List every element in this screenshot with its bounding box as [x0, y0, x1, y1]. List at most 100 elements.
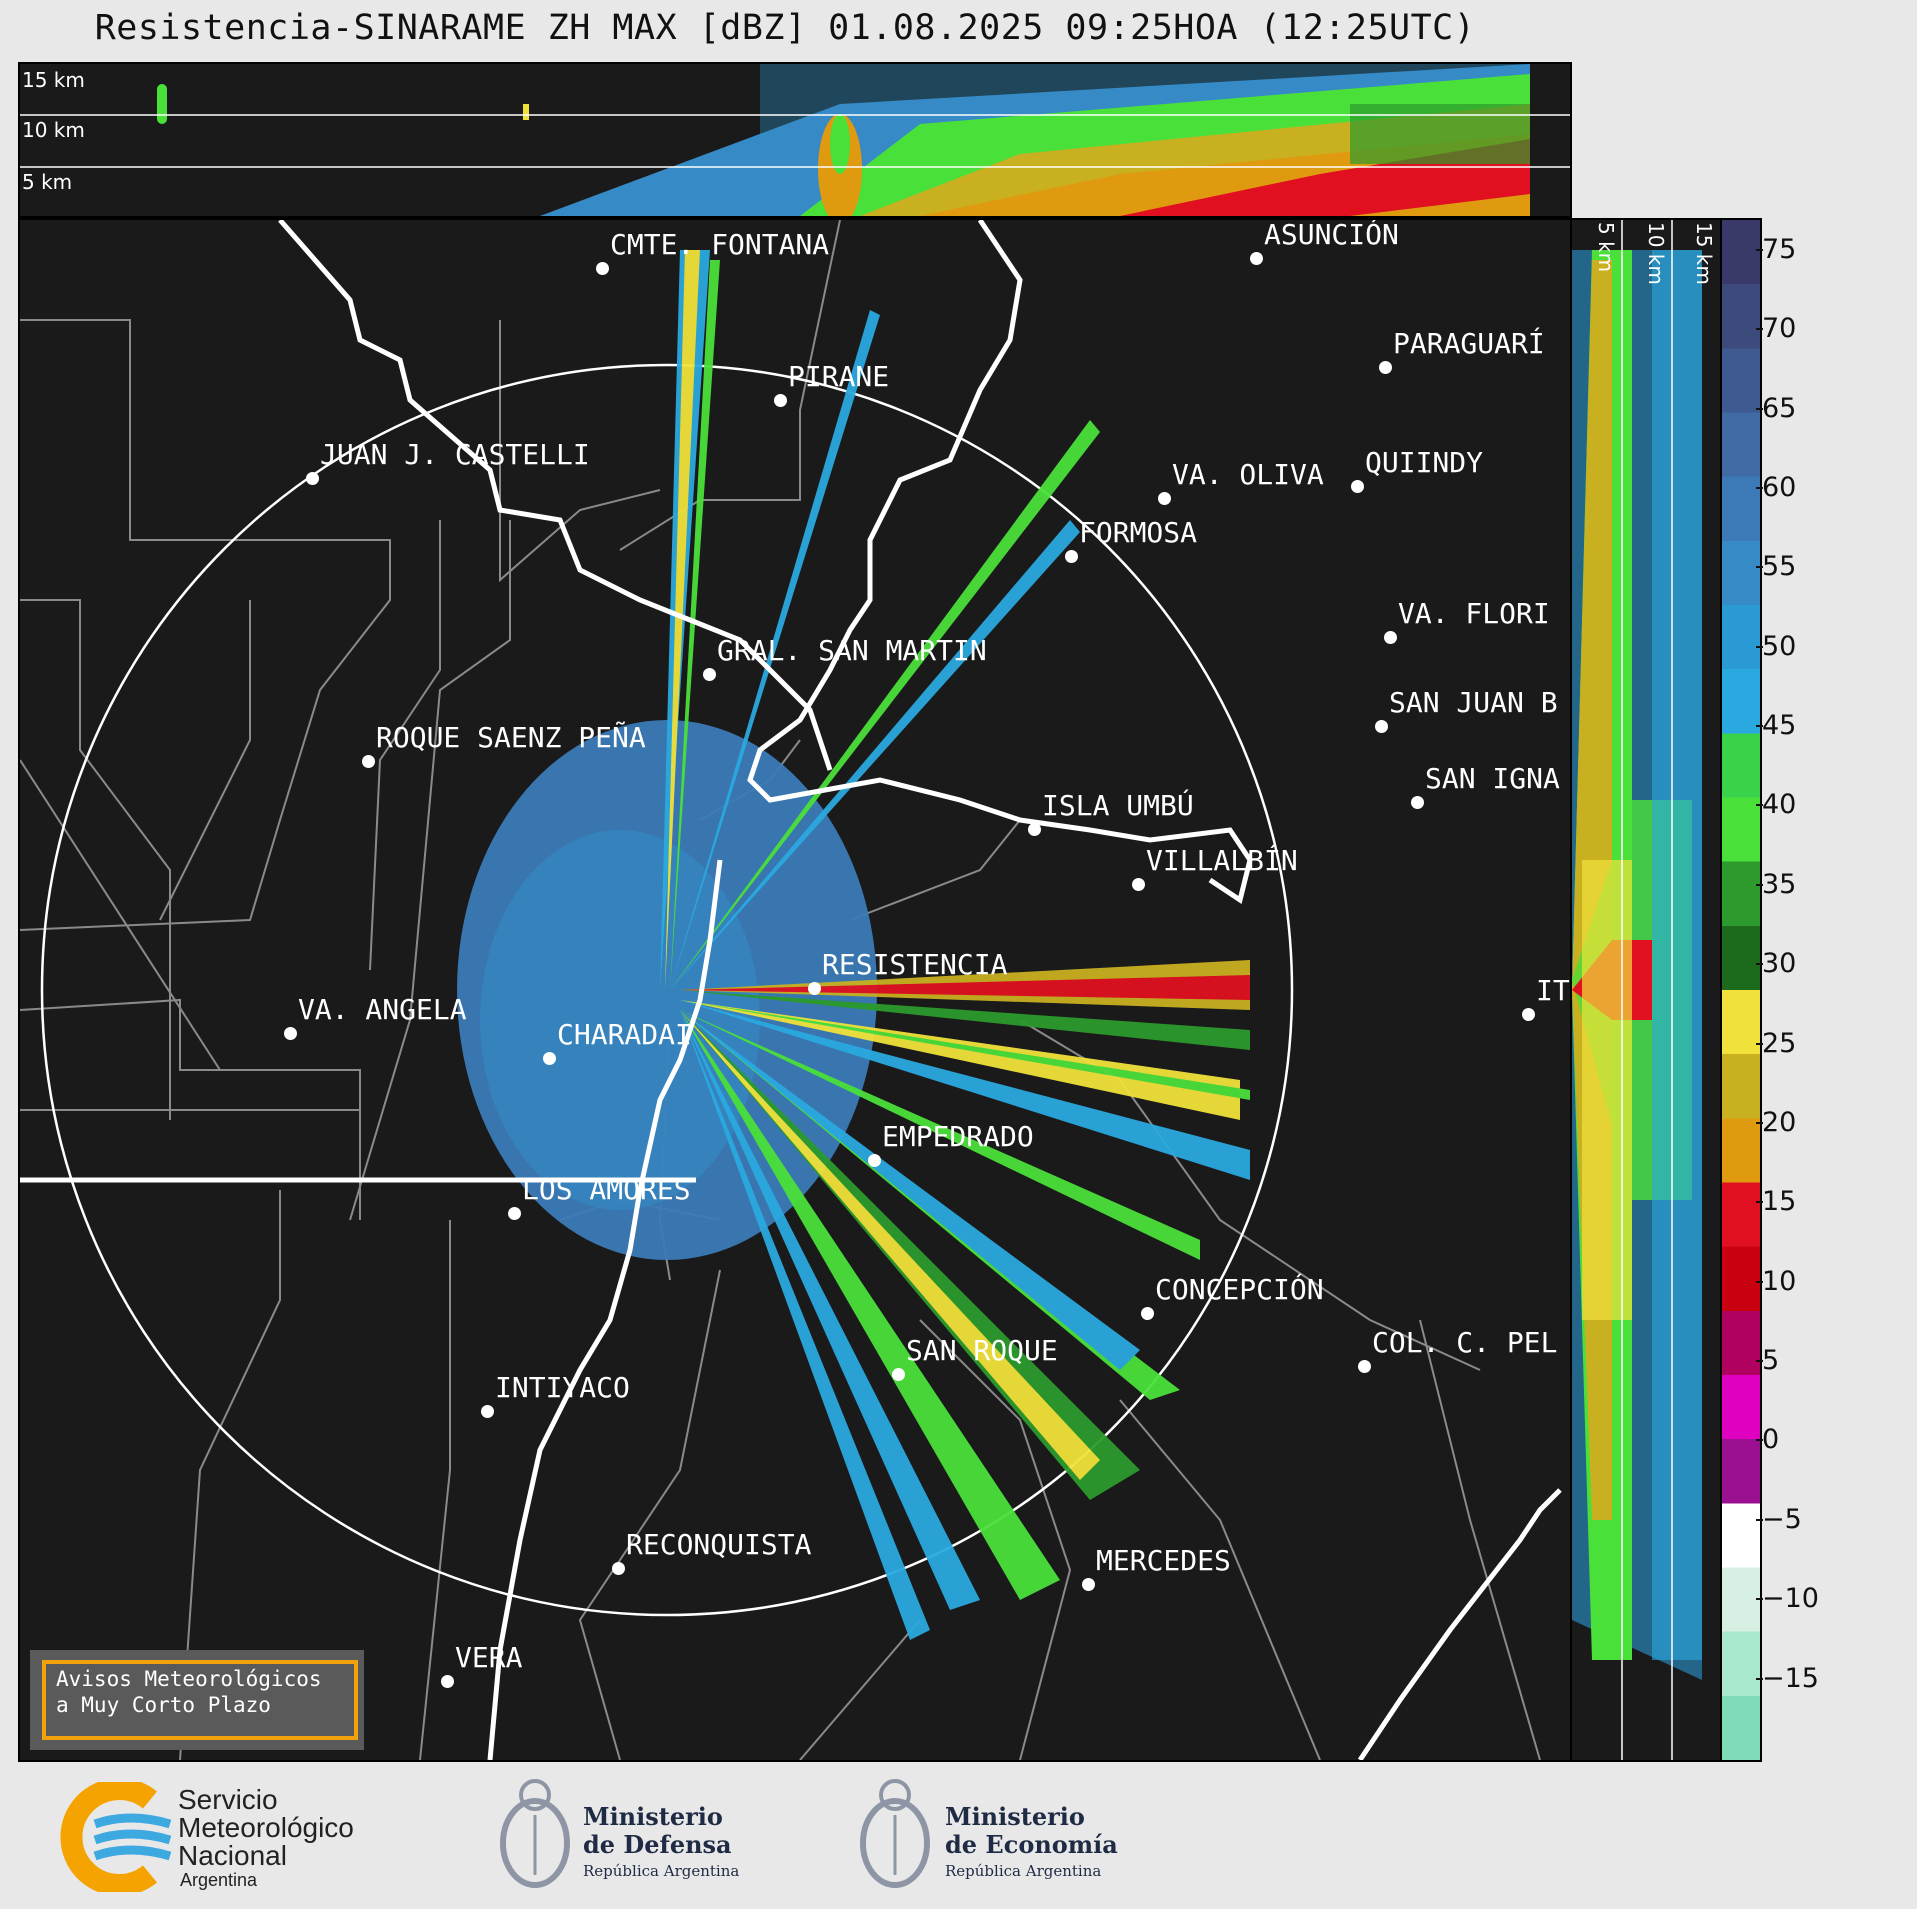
city-marker: [1411, 796, 1424, 809]
colorbar-tick-label: 35: [1755, 868, 1797, 900]
city-marker: [612, 1562, 625, 1575]
smn-line-2: Meteorológico: [178, 1812, 354, 1843]
alert-box[interactable]: Avisos Meteorológicos a Muy Corto Plazo: [30, 1650, 364, 1750]
city-label: SAN IGNA: [1425, 762, 1560, 795]
city-marker: [306, 472, 319, 485]
colorbar-tick-label: 20: [1755, 1106, 1797, 1138]
city-marker: [1522, 1008, 1535, 1021]
city-label: VA. OLIVA: [1172, 458, 1324, 491]
city-label: GRAL. SAN MARTIN: [717, 634, 987, 667]
city-marker: [543, 1052, 556, 1065]
city-label: EMPEDRADO: [882, 1120, 1034, 1153]
smn-line-3: Nacional: [178, 1840, 287, 1871]
city-marker: [1141, 1307, 1154, 1320]
province-boundaries: [20, 220, 1541, 1760]
colorbar-tick-label: 65: [1755, 392, 1797, 424]
city-marker: [1358, 1360, 1371, 1373]
city-label: RECONQUISTA: [626, 1528, 812, 1561]
radar-map[interactable]: CMTE. FONTANA ASUNCIÓN PIRANE PARAGUARÍ JUAN…: [18, 218, 1572, 1762]
colorbar-tick-label: 75: [1755, 233, 1797, 265]
city-marker: [1082, 1578, 1095, 1591]
city-marker: [774, 394, 787, 407]
city-label: QUIINDY: [1365, 446, 1484, 479]
colorbar-tick-label: 15: [1755, 1186, 1797, 1218]
city-label: MERCEDES: [1096, 1544, 1231, 1577]
city-label: SAN ROQUE: [906, 1334, 1058, 1367]
colorbar-tick-label: 25: [1755, 1027, 1797, 1059]
city-marker: [808, 982, 821, 995]
economia-line-3: República Argentina: [945, 1862, 1102, 1880]
city-label: VA. FLORI: [1398, 597, 1550, 630]
defensa-line-2: de Defensa: [583, 1830, 732, 1859]
economia-seal-icon: [860, 1779, 930, 1888]
city-marker: [362, 755, 375, 768]
side-height-label-5km: 5 km: [1594, 222, 1618, 273]
colorbar-tick-label: 5: [1755, 1345, 1780, 1377]
city-label: CONCEPCIÓN: [1155, 1273, 1324, 1306]
smn-line-4: Argentina: [180, 1870, 258, 1890]
city-marker: [284, 1027, 297, 1040]
side-height-label-10km: 10 km: [1644, 222, 1668, 285]
colorbar-tick-label: 55: [1755, 551, 1797, 583]
city-marker: [703, 668, 716, 681]
city-label: PIRANE: [788, 360, 890, 393]
city-label: INTIYACO: [495, 1371, 630, 1404]
city-marker: [868, 1154, 881, 1167]
city-marker: [1250, 252, 1263, 265]
height-label-5km: 5 km: [22, 170, 73, 194]
smn-logo-icon: [60, 1782, 172, 1892]
city-label: LOS AMORES: [522, 1173, 691, 1206]
city-marker: [1379, 361, 1392, 374]
city-marker: [508, 1207, 521, 1220]
city-label: ISLA UMBÚ: [1042, 789, 1194, 822]
city-label: VILLALBÍN: [1146, 844, 1298, 877]
city-marker: [1384, 631, 1397, 644]
alert-box-frame[interactable]: Avisos Meteorológicos a Muy Corto Plazo: [42, 1660, 358, 1740]
colorbar-tick-label: −15: [1756, 1662, 1819, 1694]
alert-line-2: a Muy Corto Plazo: [56, 1693, 271, 1717]
economia-line-1: Ministerio: [945, 1802, 1085, 1831]
city-marker: [481, 1405, 494, 1418]
colorbar-tick-label: 50: [1755, 630, 1797, 662]
city-marker: [892, 1368, 905, 1381]
smn-line-1: Servicio: [178, 1784, 278, 1815]
defensa-line-3: República Argentina: [583, 1862, 740, 1880]
colorbar-tick-label: 70: [1755, 313, 1797, 345]
city-label: PARAGUARÍ: [1393, 327, 1545, 360]
city-label: SAN JUAN B: [1389, 686, 1558, 719]
city-marker: [1065, 550, 1078, 563]
city-label: RESISTENCIA: [822, 948, 1008, 981]
height-label-15km: 15 km: [22, 68, 85, 92]
city-label: FORMOSA: [1079, 516, 1198, 549]
city-label: ASUNCIÓN: [1264, 218, 1399, 251]
city-marker: [1158, 492, 1171, 505]
city-marker: [596, 262, 609, 275]
range-ring: [40, 363, 1294, 1617]
colorbar-tick-label: 45: [1755, 710, 1797, 742]
city-label: CMTE. FONTANA: [610, 228, 830, 261]
top-profile-graphic: [20, 64, 1570, 216]
city-label: COL. C. PEL: [1372, 1326, 1558, 1359]
side-height-profile: 5 km 10 km 15 km: [1570, 218, 1722, 1762]
colorbar-tick-label: 40: [1755, 789, 1797, 821]
side-height-label-15km: 15 km: [1692, 222, 1716, 285]
colorbar-tick-label: 30: [1755, 948, 1797, 980]
city-marker: [1375, 720, 1388, 733]
page-title: Resistencia-SINARAME ZH MAX [dBZ] 01.08.…: [94, 8, 1476, 48]
city-label: VA. ANGELA: [298, 993, 467, 1026]
radar-map-graphic: [20, 220, 1562, 1760]
city-label: ROQUE SAENZ PEÑA: [376, 721, 646, 754]
alert-line-1: Avisos Meteorológicos: [56, 1667, 322, 1691]
city-marker: [1132, 878, 1145, 891]
colorbar-tick-label: 60: [1755, 471, 1797, 503]
colorbar-tick-label: 0: [1755, 1424, 1780, 1456]
city-marker: [1351, 480, 1364, 493]
colorbar: [1720, 218, 1762, 1762]
defensa-line-1: Ministerio: [583, 1802, 723, 1831]
colorbar-tick-label: 10: [1755, 1265, 1797, 1297]
city-label: JUAN J. CASTELLI: [320, 438, 590, 471]
defensa-seal-icon: [500, 1779, 570, 1888]
city-label: IT: [1536, 974, 1570, 1007]
colorbar-tick-label: −10: [1756, 1583, 1819, 1615]
side-profile-graphic: [1572, 220, 1702, 1760]
